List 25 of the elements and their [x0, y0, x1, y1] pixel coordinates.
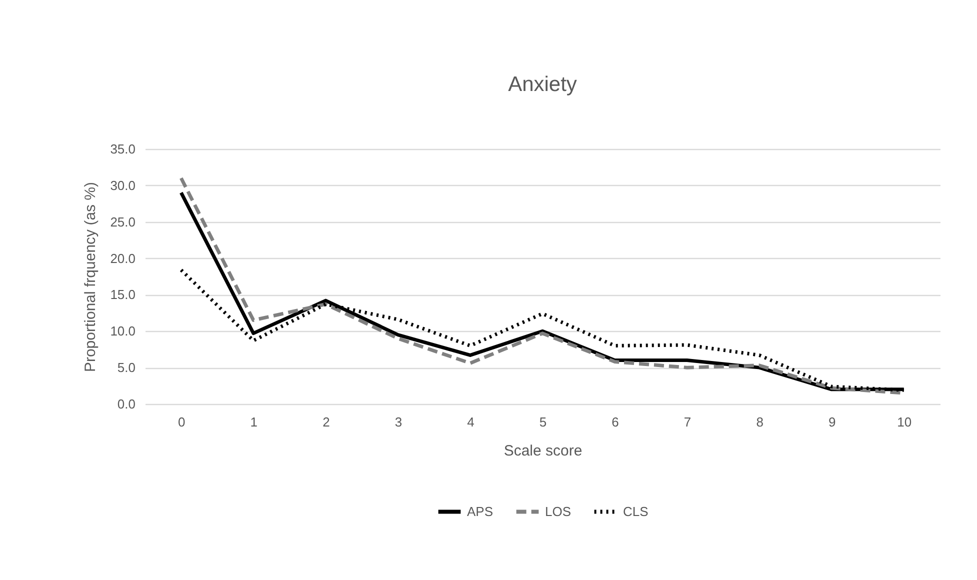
x-tick-label: 1 [250, 414, 258, 430]
chart-title: Anxiety [508, 73, 578, 96]
x-tick-label: 3 [394, 414, 402, 430]
legend-label: APS [467, 504, 494, 519]
y-tick-label: 35.0 [110, 142, 136, 156]
x-tick-label: 0 [178, 414, 186, 430]
x-axis-title: Scale score [504, 442, 582, 460]
y-axis-title: Proportional frquency (as %) [82, 182, 100, 372]
x-tick-label: 8 [756, 414, 764, 430]
y-tick-label: 15.0 [110, 287, 136, 302]
x-tick-label: 10 [897, 414, 912, 430]
x-tick-label: 2 [322, 414, 330, 430]
y-tick-label: 30.0 [110, 178, 136, 193]
legend-label: LOS [545, 504, 572, 519]
x-tick-label: 5 [539, 414, 547, 430]
x-tick-label: 4 [467, 414, 474, 430]
y-tick-label: 0.0 [117, 396, 136, 412]
y-tick-label: 10.0 [110, 324, 136, 339]
x-tick-label: 9 [828, 414, 836, 430]
y-tick-label: 25.0 [110, 214, 136, 230]
x-tick-label: 6 [612, 414, 619, 430]
x-tick-label: 7 [684, 414, 692, 430]
y-tick-label: 20.0 [110, 250, 136, 266]
y-tick-label: 5.0 [117, 360, 136, 376]
legend-label: CLS [623, 504, 649, 519]
